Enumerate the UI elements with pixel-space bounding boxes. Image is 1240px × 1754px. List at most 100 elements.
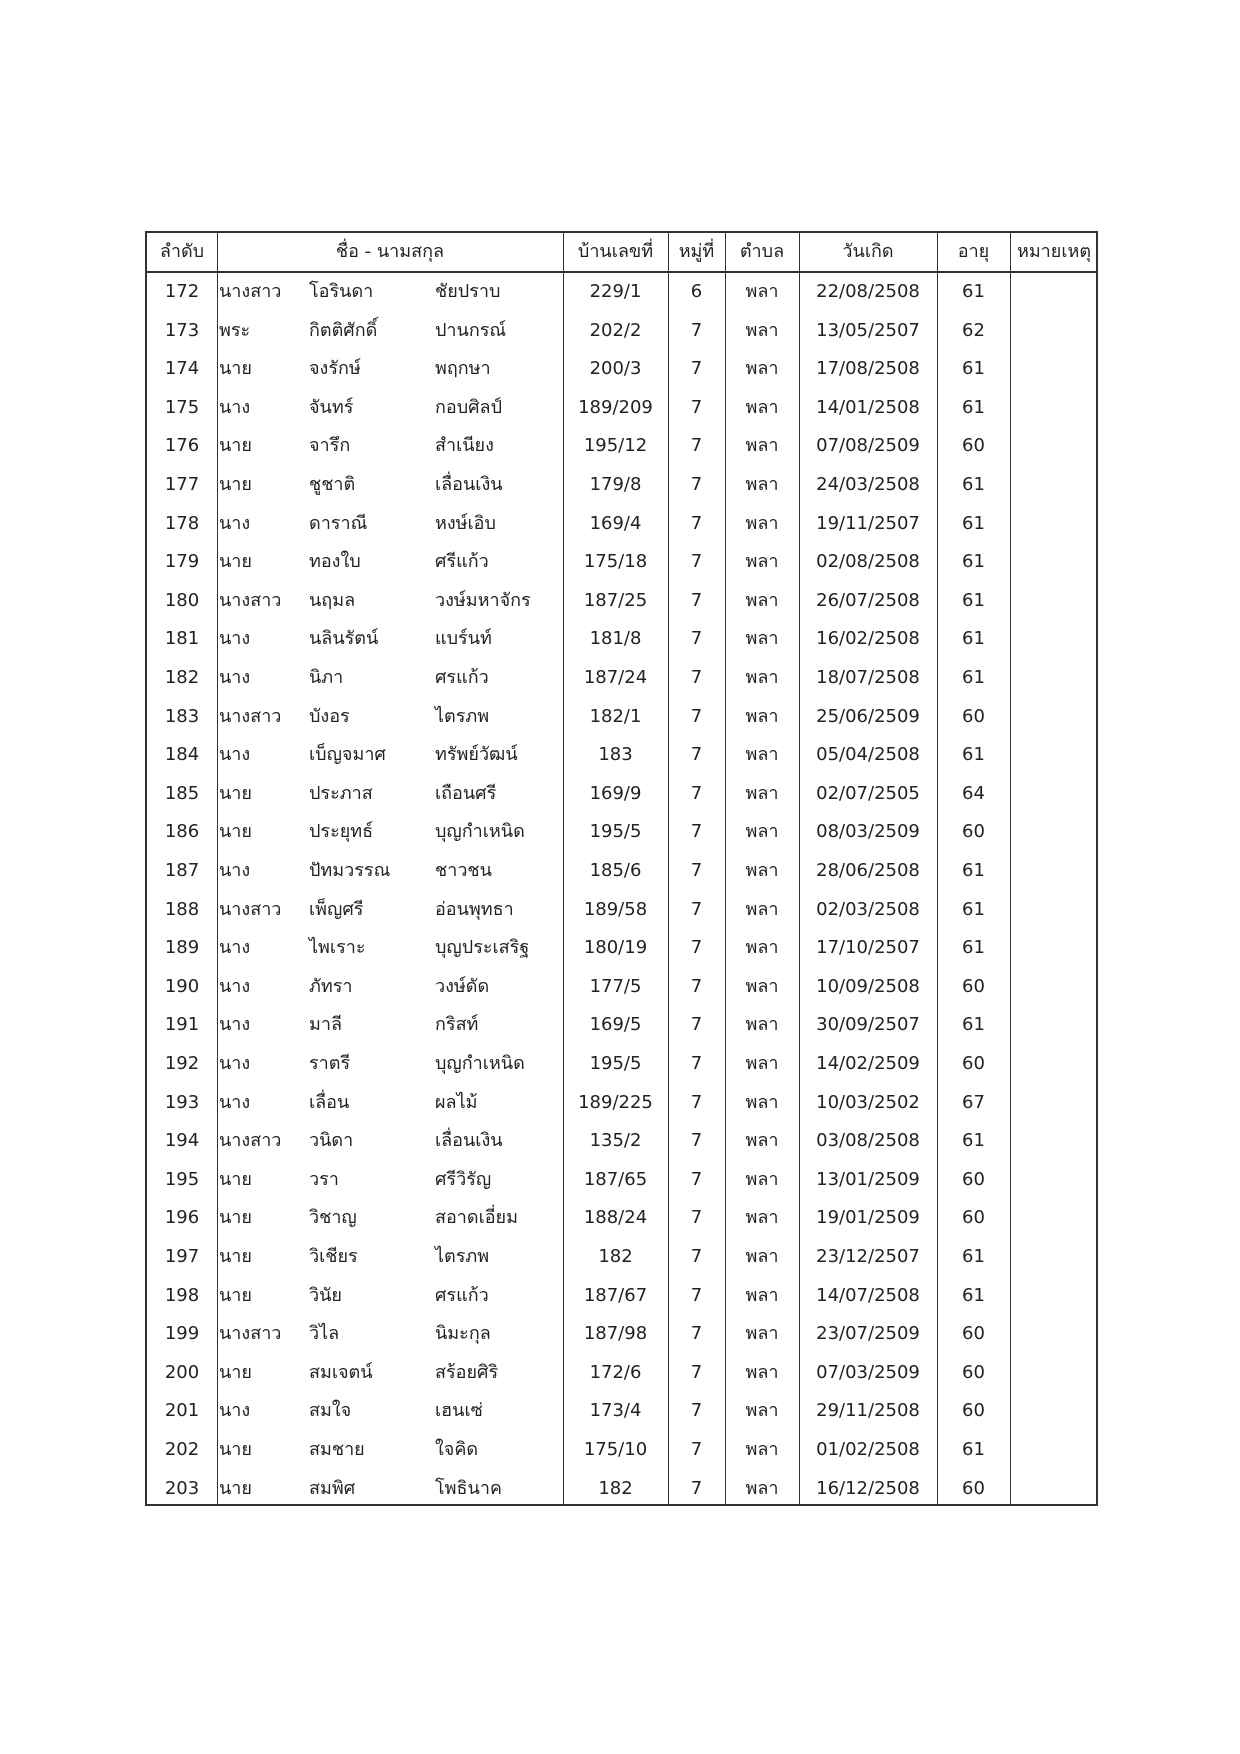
- name-title-cell: นาย: [219, 1477, 252, 1499]
- moo-cell: 7: [690, 628, 703, 650]
- last-name-cell: ไตรภพ: [435, 705, 490, 727]
- last-name-cell: หงษ์เอิบ: [435, 512, 496, 534]
- moo-cell: 7: [690, 551, 703, 573]
- tambon-cell: พลา: [745, 396, 779, 418]
- last-name-cell: สร้อยศิริ: [435, 1361, 499, 1383]
- house-number-cell: 182: [598, 1477, 633, 1499]
- house-number-cell: 188/24: [583, 1207, 648, 1229]
- tambon-cell: พลา: [745, 628, 779, 650]
- age-cell: 61: [962, 396, 985, 418]
- birth-date-cell: 03/08/2508: [816, 1130, 920, 1152]
- last-name-cell: วงษ์มหาจักร: [435, 589, 531, 611]
- name-title-cell: นาง: [219, 396, 251, 418]
- birth-date-cell: 19/11/2507: [816, 512, 920, 534]
- birth-date-cell: 23/12/2507: [816, 1246, 920, 1267]
- first-name-cell: จันทร์: [309, 396, 354, 418]
- birth-date-cell: 05/04/2508: [816, 744, 920, 766]
- first-name-cell: จงรักษ์: [309, 358, 361, 380]
- row-number-cell: 181: [164, 628, 200, 650]
- last-name-cell: กอบศิลป์: [435, 396, 503, 418]
- row-number-cell: 184: [164, 744, 200, 766]
- birth-date-cell: 16/02/2508: [816, 628, 920, 650]
- name-title-cell: นาย: [219, 1207, 252, 1229]
- age-cell: 64: [962, 782, 985, 804]
- house-number-cell: 187/67: [583, 1284, 648, 1306]
- header-name: ชื่อ - นามสกุล: [335, 241, 445, 262]
- last-name-cell: พฤกษา: [435, 358, 491, 380]
- row-number-cell: 179: [164, 551, 200, 573]
- first-name-cell: โอรินดา: [309, 281, 374, 302]
- row-number-cell: 178: [164, 512, 200, 534]
- birth-date-cell: 26/07/2508: [816, 589, 920, 611]
- tambon-cell: พลา: [745, 358, 779, 380]
- age-cell: 61: [962, 358, 985, 380]
- birth-date-cell: 01/02/2508: [816, 1439, 920, 1460]
- age-cell: 61: [962, 512, 985, 534]
- moo-cell: 7: [690, 782, 703, 804]
- last-name-cell: บุญกำเหนิด: [435, 1053, 525, 1074]
- house-number-cell: 181/8: [589, 628, 642, 650]
- age-cell: 61: [962, 474, 985, 495]
- tambon-cell: พลา: [745, 975, 779, 997]
- moo-cell: 7: [690, 975, 703, 997]
- name-title-cell: นาย: [219, 435, 252, 457]
- first-name-cell: เพ็ญศรี: [309, 898, 364, 920]
- last-name-cell: ศรแก้ว: [435, 1284, 489, 1306]
- first-name-cell: สมใจ: [309, 1400, 352, 1422]
- age-cell: 61: [962, 898, 985, 920]
- row-number-cell: 203: [164, 1477, 200, 1499]
- header-moo: หมู่ที่: [678, 241, 715, 262]
- moo-cell: 7: [690, 474, 703, 495]
- last-name-cell: บุญประเสริฐ: [435, 937, 530, 959]
- row-number-cell: 189: [164, 937, 200, 959]
- age-cell: 61: [962, 1246, 985, 1267]
- first-name-cell: ไพเราะ: [309, 937, 366, 959]
- age-cell: 60: [962, 1361, 985, 1383]
- row-number-cell: 187: [164, 860, 200, 881]
- last-name-cell: ผลไม้: [435, 1091, 478, 1113]
- name-title-cell: นาง: [219, 512, 251, 534]
- tambon-cell: พลา: [745, 474, 779, 495]
- tambon-cell: พลา: [745, 1053, 779, 1074]
- name-title-cell: นางสาว: [219, 1130, 282, 1152]
- last-name-cell: เถือนศรี: [435, 782, 497, 804]
- birth-date-cell: 14/01/2508: [816, 396, 920, 418]
- row-number-cell: 197: [164, 1246, 200, 1267]
- tambon-cell: พลา: [745, 1284, 779, 1306]
- name-title-cell: นาย: [219, 358, 252, 380]
- header-birth-date: วันเกิด: [842, 241, 894, 262]
- tambon-cell: พลา: [745, 898, 779, 920]
- first-name-cell: เบ็ญจมาศ: [309, 744, 386, 766]
- moo-cell: 7: [690, 512, 703, 534]
- first-name-cell: จารึก: [309, 435, 351, 457]
- column-divider: [563, 233, 564, 1504]
- house-number-cell: 185/6: [589, 860, 642, 881]
- age-cell: 60: [962, 1207, 985, 1229]
- first-name-cell: มาลี: [309, 1014, 343, 1036]
- row-number-cell: 194: [164, 1130, 200, 1152]
- last-name-cell: ใจคิด: [435, 1439, 479, 1460]
- birth-date-cell: 14/07/2508: [816, 1284, 920, 1306]
- row-number-cell: 201: [164, 1400, 200, 1422]
- tambon-cell: พลา: [745, 744, 779, 766]
- age-cell: 61: [962, 667, 985, 688]
- first-name-cell: วิชาญ: [309, 1207, 357, 1229]
- moo-cell: 7: [690, 937, 703, 959]
- age-cell: 60: [962, 1477, 985, 1499]
- tambon-cell: พลา: [745, 937, 779, 959]
- name-title-cell: นางสาว: [219, 589, 282, 611]
- name-title-cell: นาย: [219, 551, 252, 573]
- birth-date-cell: 28/06/2508: [816, 860, 920, 881]
- house-number-cell: 183: [598, 744, 633, 766]
- name-title-cell: นาง: [219, 667, 251, 688]
- house-number-cell: 182/1: [589, 705, 642, 727]
- last-name-cell: แบร์นท์: [435, 628, 492, 650]
- tambon-cell: พลา: [745, 1091, 779, 1113]
- birth-date-cell: 02/07/2505: [816, 782, 920, 804]
- birth-date-cell: 13/01/2509: [816, 1168, 920, 1190]
- first-name-cell: นลินรัตน์: [309, 628, 379, 650]
- first-name-cell: ประภาส: [309, 782, 373, 804]
- name-title-cell: นาง: [219, 1053, 251, 1074]
- name-title-cell: นาง: [219, 937, 251, 959]
- age-cell: 62: [962, 319, 985, 341]
